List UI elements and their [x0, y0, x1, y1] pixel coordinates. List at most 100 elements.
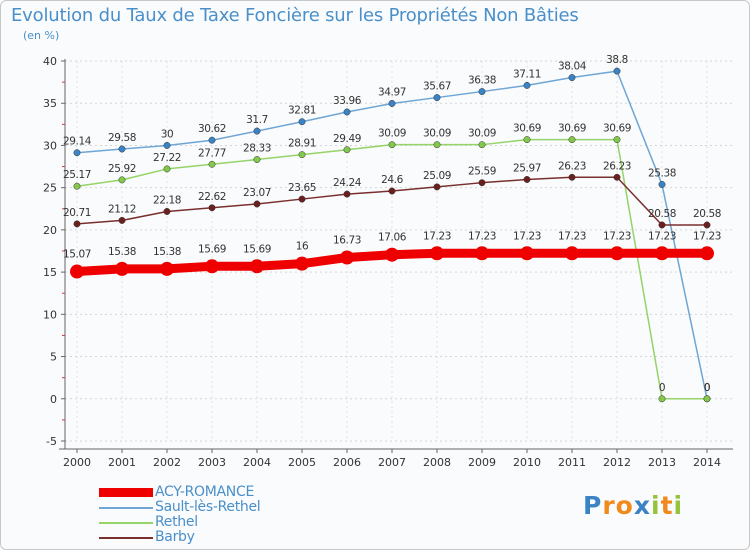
- data-point-sault-les-rethel: [343, 108, 351, 116]
- data-label-rethel: 30.69: [513, 123, 541, 135]
- data-label-rethel: 28.91: [288, 138, 316, 150]
- data-label-barby: 23.65: [288, 182, 316, 194]
- y-tick-label: 0: [50, 393, 57, 406]
- data-point-barby: [658, 221, 666, 229]
- data-label-acy-romance: 17.23: [603, 230, 631, 242]
- x-tick-label: 2004: [243, 456, 271, 469]
- data-point-barby: [118, 216, 126, 224]
- data-point-sault-les-rethel: [118, 145, 126, 153]
- legend-label: ACY-ROMANCE: [155, 484, 254, 500]
- x-tick-label: 2007: [378, 456, 406, 469]
- data-point-barby: [253, 200, 261, 208]
- y-tick-label: -5: [46, 435, 57, 448]
- data-label-barby: 21.12: [108, 203, 136, 215]
- x-tick-label: 2014: [693, 456, 721, 469]
- legend-swatch-sault-les-rethel: [99, 507, 153, 509]
- data-label-rethel: 30.69: [558, 123, 586, 135]
- legend-swatch-acy-romance: [99, 488, 153, 497]
- data-label-sault-les-rethel: 33.96: [333, 95, 362, 107]
- data-label-acy-romance: 17.23: [558, 230, 586, 242]
- x-tick-label: 2002: [153, 456, 181, 469]
- data-label-acy-romance: 17.06: [378, 232, 407, 244]
- data-label-sault-les-rethel: 36.38: [468, 75, 496, 87]
- data-point-barby: [208, 204, 216, 212]
- data-point-sault-les-rethel: [613, 67, 621, 75]
- x-tick-label: 2000: [63, 456, 91, 469]
- data-point-sault-les-rethel: [298, 118, 306, 126]
- data-label-rethel: 27.77: [198, 147, 226, 159]
- data-label-rethel: 30.09: [468, 128, 496, 140]
- data-label-acy-romance: 15.38: [108, 246, 136, 258]
- y-tick-label: 10: [43, 308, 57, 321]
- legend-label: Rethel: [155, 514, 198, 530]
- x-tick-label: 2010: [513, 456, 541, 469]
- data-point-rethel: [703, 395, 711, 403]
- data-point-sault-les-rethel: [388, 100, 396, 107]
- data-label-sault-les-rethel: 30: [161, 128, 174, 140]
- data-point-acy-romance: [250, 259, 264, 274]
- data-label-barby: 20.58: [693, 208, 721, 220]
- data-point-sault-les-rethel: [568, 74, 576, 82]
- data-label-acy-romance: 15.07: [63, 249, 91, 261]
- data-point-barby: [703, 221, 711, 229]
- x-tick-label: 2003: [198, 456, 226, 469]
- data-label-sault-les-rethel: 29.14: [63, 136, 92, 148]
- y-tick-label: 20: [43, 224, 57, 237]
- x-tick-label: 2012: [603, 456, 631, 469]
- data-point-barby: [298, 195, 306, 203]
- data-label-acy-romance: 15.69: [198, 243, 226, 255]
- y-tick-label: 25: [43, 182, 57, 195]
- data-label-rethel: 25.92: [108, 163, 136, 175]
- data-point-acy-romance: [475, 246, 489, 261]
- data-label-barby: 20.58: [648, 208, 676, 220]
- data-point-rethel: [253, 156, 261, 163]
- data-point-acy-romance: [385, 247, 399, 262]
- data-label-barby: 23.07: [243, 187, 271, 199]
- data-point-barby: [568, 173, 576, 181]
- data-label-sault-les-rethel: 34.97: [378, 86, 406, 98]
- data-point-sault-les-rethel: [73, 149, 81, 157]
- legend-label: Barby: [155, 529, 195, 545]
- data-point-rethel: [163, 165, 171, 173]
- data-label-barby: 25.59: [468, 166, 496, 178]
- data-point-acy-romance: [700, 246, 714, 261]
- data-point-rethel: [433, 141, 441, 149]
- data-point-sault-les-rethel: [658, 181, 666, 188]
- data-label-barby: 22.62: [198, 191, 226, 203]
- data-point-acy-romance: [565, 246, 579, 261]
- x-tick-label: 2013: [648, 456, 676, 469]
- data-point-acy-romance: [205, 259, 219, 274]
- y-tick-label: 35: [43, 97, 57, 110]
- y-tick-label: 5: [50, 351, 57, 364]
- data-point-acy-romance: [520, 246, 534, 261]
- data-point-rethel: [73, 182, 81, 190]
- data-point-sault-les-rethel: [208, 136, 216, 144]
- data-point-rethel: [208, 160, 216, 168]
- data-label-acy-romance: 16.73: [333, 235, 361, 247]
- data-point-sault-les-rethel: [163, 141, 171, 149]
- data-point-rethel: [658, 395, 666, 403]
- data-label-rethel: 25.17: [63, 169, 91, 181]
- data-label-sault-les-rethel: 0: [704, 382, 710, 394]
- data-point-sault-les-rethel: [478, 88, 486, 96]
- data-label-barby: 26.23: [558, 160, 586, 172]
- y-tick-label: 15: [43, 266, 57, 279]
- data-label-rethel: 27.22: [153, 152, 181, 164]
- data-label-acy-romance: 17.23: [693, 230, 721, 242]
- data-point-rethel: [118, 176, 126, 184]
- data-point-rethel: [298, 151, 306, 159]
- x-tick-label: 2011: [558, 456, 586, 469]
- data-point-acy-romance: [430, 246, 444, 261]
- data-label-acy-romance: 17.23: [423, 230, 451, 242]
- x-tick-label: 2009: [468, 456, 496, 469]
- data-point-barby: [613, 173, 621, 181]
- data-label-rethel: 30.69: [603, 123, 631, 135]
- logo-letter: P: [583, 491, 603, 520]
- data-point-barby: [73, 220, 81, 228]
- data-point-barby: [343, 190, 351, 198]
- legend-swatch-barby: [99, 537, 153, 539]
- data-point-acy-romance: [340, 250, 354, 265]
- data-label-sault-les-rethel: 29.58: [108, 132, 136, 144]
- data-label-barby: 24.24: [333, 177, 362, 189]
